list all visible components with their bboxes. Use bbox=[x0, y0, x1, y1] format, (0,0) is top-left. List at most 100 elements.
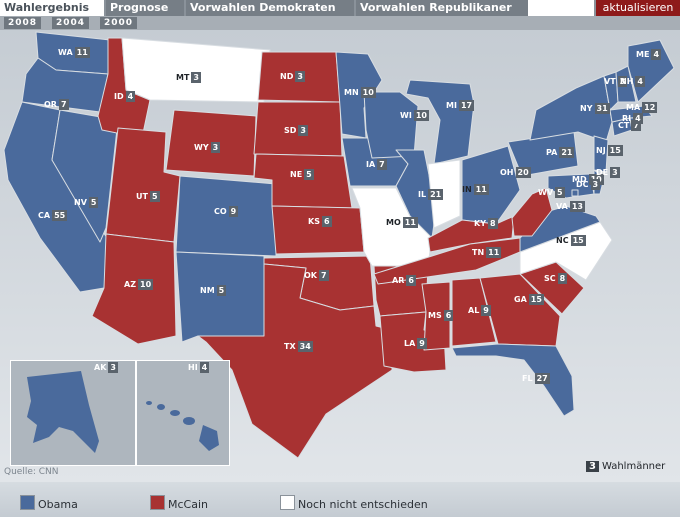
state-abbr: ID bbox=[114, 92, 124, 101]
state-abbr: WV bbox=[538, 188, 554, 197]
state-ny[interactable] bbox=[529, 75, 613, 143]
electoral-votes: 3 bbox=[298, 125, 308, 136]
state-label-in: IN 11 bbox=[462, 184, 489, 195]
legend-obama: Obama bbox=[20, 495, 78, 511]
electoral-votes: 10 bbox=[413, 110, 429, 121]
state-nm[interactable] bbox=[175, 251, 265, 343]
state-label-oh: OH 20 bbox=[500, 167, 531, 178]
state-abbr: MS bbox=[428, 311, 442, 320]
state-label-ia: IA 7 bbox=[366, 159, 387, 170]
state-label-wy: WY 3 bbox=[194, 142, 221, 153]
state-mt[interactable] bbox=[121, 37, 271, 103]
state-label-ut: UT 5 bbox=[136, 191, 160, 202]
state-abbr: IL bbox=[418, 190, 427, 199]
undecided-swatch bbox=[280, 495, 295, 510]
state-label-co: CO 9 bbox=[214, 206, 239, 217]
electoral-votes: 13 bbox=[569, 201, 585, 212]
electoral-votes: 4 bbox=[651, 49, 662, 60]
state-label-mt: MT 3 bbox=[176, 72, 201, 83]
state-al[interactable] bbox=[451, 277, 497, 347]
state-abbr: IN bbox=[462, 185, 472, 194]
state-label-nm: NM 5 bbox=[200, 285, 227, 296]
electoral-votes: 10 bbox=[360, 87, 376, 98]
state-label-nd: ND 3 bbox=[280, 71, 305, 82]
electoral-votes-legend: 3 Wahlmänner bbox=[586, 461, 665, 472]
electoral-votes: 21 bbox=[559, 147, 575, 158]
electoral-votes: 21 bbox=[428, 189, 444, 200]
electoral-votes: 3 bbox=[108, 362, 118, 373]
electoral-votes: 6 bbox=[321, 216, 332, 227]
year-2000[interactable]: 2000 bbox=[100, 17, 138, 29]
search-input[interactable] bbox=[528, 0, 594, 16]
state-label-ga: GA 15 bbox=[514, 294, 544, 305]
state-abbr: NY bbox=[580, 104, 593, 113]
state-in[interactable] bbox=[427, 159, 461, 229]
state-abbr: ME bbox=[636, 50, 650, 59]
tab-wahlergebnis[interactable]: Wahlergebnis bbox=[0, 0, 104, 16]
state-label-ri: RI 4 bbox=[622, 113, 643, 124]
state-label-ak: AK 3 bbox=[94, 362, 118, 373]
state-label-hi: HI 4 bbox=[188, 362, 210, 373]
electoral-votes: 3 bbox=[295, 71, 305, 82]
state-label-mn: MN 10 bbox=[344, 87, 376, 98]
state-abbr: MA bbox=[626, 103, 641, 112]
state-mn[interactable] bbox=[335, 51, 383, 139]
state-label-mi: MI 17 bbox=[446, 100, 475, 111]
state-az[interactable] bbox=[91, 233, 177, 345]
electoral-votes: 4 bbox=[633, 113, 643, 124]
electoral-votes: 10 bbox=[138, 279, 154, 290]
state-label-ne: NE 5 bbox=[290, 169, 314, 180]
state-label-ks: KS 6 bbox=[308, 216, 332, 227]
state-abbr: CT bbox=[618, 121, 630, 130]
state-ms[interactable] bbox=[421, 281, 451, 351]
state-abbr: NC bbox=[556, 236, 569, 245]
electoral-votes: 3 bbox=[191, 72, 201, 83]
state-abbr: MT bbox=[176, 73, 190, 82]
state-label-nc: NC 15 bbox=[556, 235, 586, 246]
tab-prognose[interactable]: Prognose bbox=[106, 0, 184, 16]
state-abbr: WI bbox=[400, 111, 412, 120]
state-wv[interactable] bbox=[511, 187, 553, 237]
electoral-votes: 11 bbox=[473, 184, 489, 195]
state-il[interactable] bbox=[395, 149, 437, 239]
state-dc[interactable] bbox=[571, 189, 579, 197]
state-abbr: OH bbox=[500, 168, 514, 177]
tab-vorwahlen-demokraten[interactable]: Vorwahlen Demokraten bbox=[186, 0, 354, 16]
electoral-votes: 11 bbox=[402, 217, 418, 228]
state-abbr: NE bbox=[290, 170, 303, 179]
electoral-votes: 7 bbox=[58, 99, 69, 110]
state-tx[interactable] bbox=[197, 263, 393, 459]
state-abbr: DC bbox=[576, 180, 589, 189]
electoral-votes: 7 bbox=[631, 120, 641, 131]
state-abbr: NJ bbox=[596, 146, 606, 155]
electoral-votes: 15 bbox=[607, 145, 623, 156]
state-label-ma: MA 12 bbox=[626, 102, 658, 113]
state-abbr: NH bbox=[620, 77, 634, 86]
state-abbr: VA bbox=[556, 202, 568, 211]
year-2004[interactable]: 2004 bbox=[52, 17, 90, 29]
electoral-votes: 9 bbox=[481, 305, 491, 316]
state-label-al: AL 9 bbox=[468, 305, 491, 316]
state-ga[interactable] bbox=[479, 273, 561, 347]
state-label-va: VA 13 bbox=[556, 201, 585, 212]
state-abbr: HI bbox=[188, 363, 198, 372]
year-2008[interactable]: 2008 bbox=[4, 17, 42, 29]
tab-vorwahlen-republikaner[interactable]: Vorwahlen Republikaner bbox=[356, 0, 530, 16]
state-abbr: TN bbox=[472, 248, 485, 257]
state-wi[interactable] bbox=[363, 91, 419, 159]
state-nj[interactable] bbox=[593, 135, 609, 173]
state-co[interactable] bbox=[175, 175, 277, 257]
state-label-tn: TN 11 bbox=[472, 247, 502, 258]
state-label-ct: CT 7 bbox=[618, 120, 641, 131]
state-fl[interactable] bbox=[451, 343, 575, 417]
electoral-votes: 11 bbox=[486, 247, 502, 258]
state-label-or: OR 7 bbox=[44, 99, 69, 110]
state-oh[interactable] bbox=[461, 145, 521, 225]
state-abbr: SD bbox=[284, 126, 297, 135]
us-map bbox=[3, 31, 675, 459]
state-abbr: TX bbox=[284, 342, 296, 351]
state-abbr: WA bbox=[58, 48, 73, 57]
update-button[interactable]: aktualisieren bbox=[596, 0, 680, 16]
state-hi bbox=[146, 401, 219, 451]
state-ks[interactable] bbox=[271, 205, 365, 255]
